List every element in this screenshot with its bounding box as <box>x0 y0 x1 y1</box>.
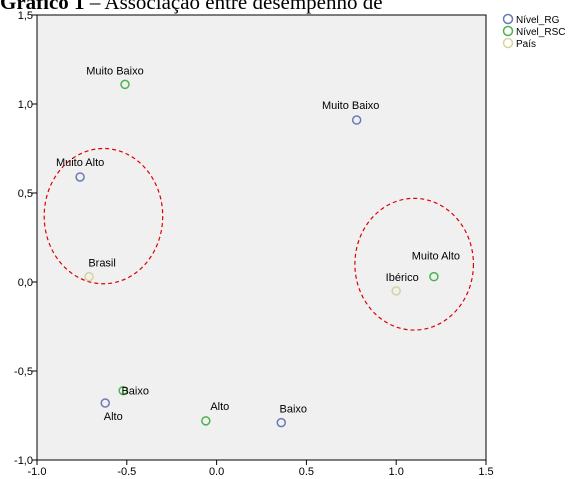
legend-label: País <box>516 39 536 50</box>
legend-label: Nível_RG <box>516 15 560 26</box>
x-tick-label: 1.0 <box>389 466 404 478</box>
chart-title: Gráfico 1 – Associação entre desempenho … <box>0 0 576 15</box>
data-point <box>351 115 362 125</box>
axes-layer: -1.0 -0.5 0.0 0.5 1.0 1.5 -1,0 -0,5 0,0 0,5 1,0 1,5 <box>14 10 494 478</box>
plot-area <box>36 14 487 461</box>
data-point <box>391 286 401 296</box>
y-tick-label: -1,0 <box>14 455 33 467</box>
annotation-layer <box>43 147 475 331</box>
legend-marker <box>502 37 514 49</box>
point-label: Alto <box>104 411 123 423</box>
data-point <box>118 385 128 396</box>
data-point <box>276 417 287 428</box>
x-tick-label: 1.5 <box>478 466 493 478</box>
x-tick-label: 0.0 <box>209 466 224 478</box>
y-tick-label: 1,0 <box>18 99 33 111</box>
highlight-ellipse <box>43 147 164 285</box>
y-tick-label: -0,5 <box>14 366 33 378</box>
point-label: Alto <box>210 401 229 413</box>
chart-title-bold: Gráfico 1 <box>0 0 85 14</box>
legend-label: Nível_RSC <box>516 27 565 38</box>
point-label: Muito Alto <box>56 157 104 169</box>
x-tick-label: -0.5 <box>117 466 136 478</box>
point-label: Ibérico <box>386 272 419 284</box>
data-point <box>429 271 439 282</box>
data-point <box>75 172 85 182</box>
y-tick-label: 1,5 <box>18 10 33 22</box>
highlight-ellipse <box>354 197 475 331</box>
point-label: Muito Alto <box>412 251 460 263</box>
point-label: Muito Baixo <box>86 65 143 77</box>
point-label: Muito Baixo <box>322 100 379 112</box>
point-label: Brasil <box>88 258 116 270</box>
y-tick-label: 0,0 <box>18 277 33 289</box>
point-label: Baixo <box>121 386 149 398</box>
point-label: Baixo <box>279 404 307 416</box>
data-point <box>100 398 110 408</box>
y-tick-label: 0,5 <box>18 188 33 200</box>
legend-marker <box>502 25 514 37</box>
x-tick-label: -1.0 <box>28 466 47 478</box>
data-point <box>120 79 130 90</box>
x-tick-label: 0.5 <box>299 466 314 478</box>
chart-title-rest: – Associação entre desempenho de <box>84 0 383 14</box>
points-layer: Muito Alto Muito Baixo Alto Baixo Muito Baix… <box>56 65 460 428</box>
data-point <box>84 271 94 282</box>
data-point <box>201 416 211 426</box>
legend-marker <box>502 13 514 25</box>
